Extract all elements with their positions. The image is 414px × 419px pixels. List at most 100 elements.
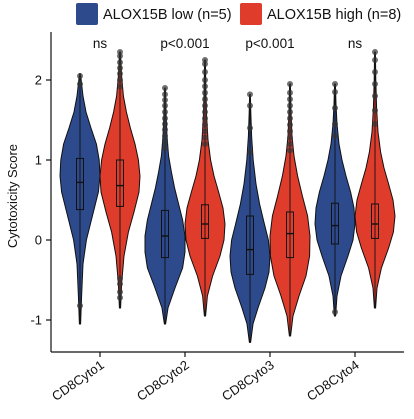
outlier-point (202, 115, 208, 122)
significance-label: p<0.001 (160, 36, 209, 51)
violin-group (144, 85, 186, 325)
box-iqr (161, 209, 169, 259)
outlier-point (332, 89, 338, 95)
outlier-point (77, 81, 83, 87)
box-iqr (331, 202, 339, 245)
x-tick-label: CD8Cyto1 (49, 357, 107, 404)
outlier-point (162, 115, 168, 122)
outlier-point (162, 126, 168, 133)
outlier-point (247, 125, 253, 131)
outlier-point (332, 133, 338, 139)
x-tick-label: CD8Cyto4 (304, 357, 362, 404)
outlier-point (162, 121, 168, 127)
outlier-point (287, 115, 293, 122)
x-tick-label: CD8Cyto3 (219, 357, 277, 404)
violin-group (59, 73, 101, 325)
outlier-point (202, 121, 208, 128)
outlier-point (202, 89, 208, 96)
outlier-point (162, 91, 168, 98)
legend-label-low: ALOX15B low (n=5) (103, 7, 232, 23)
outlier-point (202, 128, 208, 135)
outlier-point (247, 91, 253, 98)
y-axis-title: Cytotoxicity Score (5, 144, 20, 248)
outlier-point (287, 109, 293, 115)
significance-labels: ns p<0.001 p<0.001 ns (93, 36, 363, 51)
outlier-point (332, 81, 338, 87)
outlier-point (117, 65, 123, 71)
y-tick-label: 2 (35, 73, 42, 88)
outlier-point (202, 134, 208, 141)
violin-group (184, 57, 226, 317)
x-ticks: CD8Cyto1 CD8Cyto2 CD8Cyto3 CD8Cyto4 (49, 352, 362, 404)
box-iqr (76, 157, 84, 211)
outlier-point (287, 141, 293, 147)
outlier-point (202, 57, 208, 63)
outlier-point (332, 105, 338, 111)
outlier-point (117, 59, 123, 66)
outlier-point (372, 121, 378, 127)
outlier-point (372, 93, 378, 99)
outlier-point (287, 121, 293, 128)
significance-label: ns (93, 36, 108, 51)
outlier-point (247, 149, 253, 155)
outlier-point (287, 147, 293, 154)
outlier-point (202, 96, 208, 103)
legend-label-high: ALOX15B high (n=8) (267, 7, 401, 23)
violin-group (354, 49, 396, 309)
outlier-point (202, 83, 208, 90)
outlier-point (202, 69, 208, 75)
outlier-point (77, 73, 83, 79)
outlier-point (77, 302, 83, 309)
violin-group (99, 49, 141, 309)
outlier-point (162, 109, 168, 115)
legend-item-high: ALOX15B high (n=8) (240, 3, 401, 25)
y-ticks: -1 0 1 2 (30, 73, 51, 328)
outlier-point (117, 83, 123, 90)
outlier-point (162, 97, 168, 103)
significance-label: ns (348, 36, 363, 51)
outlier-point (287, 134, 293, 141)
outlier-point (372, 57, 378, 63)
outlier-point (162, 139, 168, 146)
axes (50, 32, 404, 353)
outlier-point (202, 77, 208, 83)
outlier-point (162, 102, 168, 109)
outlier-point (332, 309, 338, 315)
outlier-point (287, 96, 293, 103)
outlier-point (117, 70, 123, 77)
outlier-point (117, 49, 123, 55)
box-iqr (201, 204, 209, 239)
y-tick-label: 0 (35, 233, 42, 248)
legend: ALOX15B low (n=5) ALOX15B high (n=8) (76, 3, 401, 25)
outlier-point (372, 69, 378, 75)
outlier-point (202, 141, 208, 147)
outlier-point (287, 89, 293, 96)
outlier-point (247, 102, 253, 109)
plot-area (59, 49, 396, 343)
box-iqr (246, 215, 254, 275)
outlier-point (202, 102, 208, 109)
outlier-point (202, 109, 208, 115)
box-iqr (286, 211, 294, 259)
violin-group (314, 81, 356, 317)
legend-swatch-high (240, 3, 262, 25)
y-tick-label: -1 (30, 313, 42, 328)
outlier-point (117, 77, 123, 83)
violin-group (229, 91, 271, 343)
outlier-point (162, 133, 168, 139)
outlier-point (162, 145, 168, 151)
significance-label: p<0.001 (245, 36, 294, 51)
y-tick-label: 1 (35, 153, 42, 168)
outlier-point (117, 294, 123, 301)
outlier-point (372, 81, 378, 87)
outlier-point (372, 107, 378, 114)
outlier-point (117, 281, 123, 287)
outlier-point (287, 102, 293, 109)
outlier-point (287, 81, 293, 87)
legend-item-low: ALOX15B low (n=5) (76, 3, 232, 25)
outlier-point (162, 85, 168, 91)
legend-swatch-low (76, 3, 98, 25)
box-iqr (116, 159, 124, 207)
outlier-point (117, 275, 123, 282)
